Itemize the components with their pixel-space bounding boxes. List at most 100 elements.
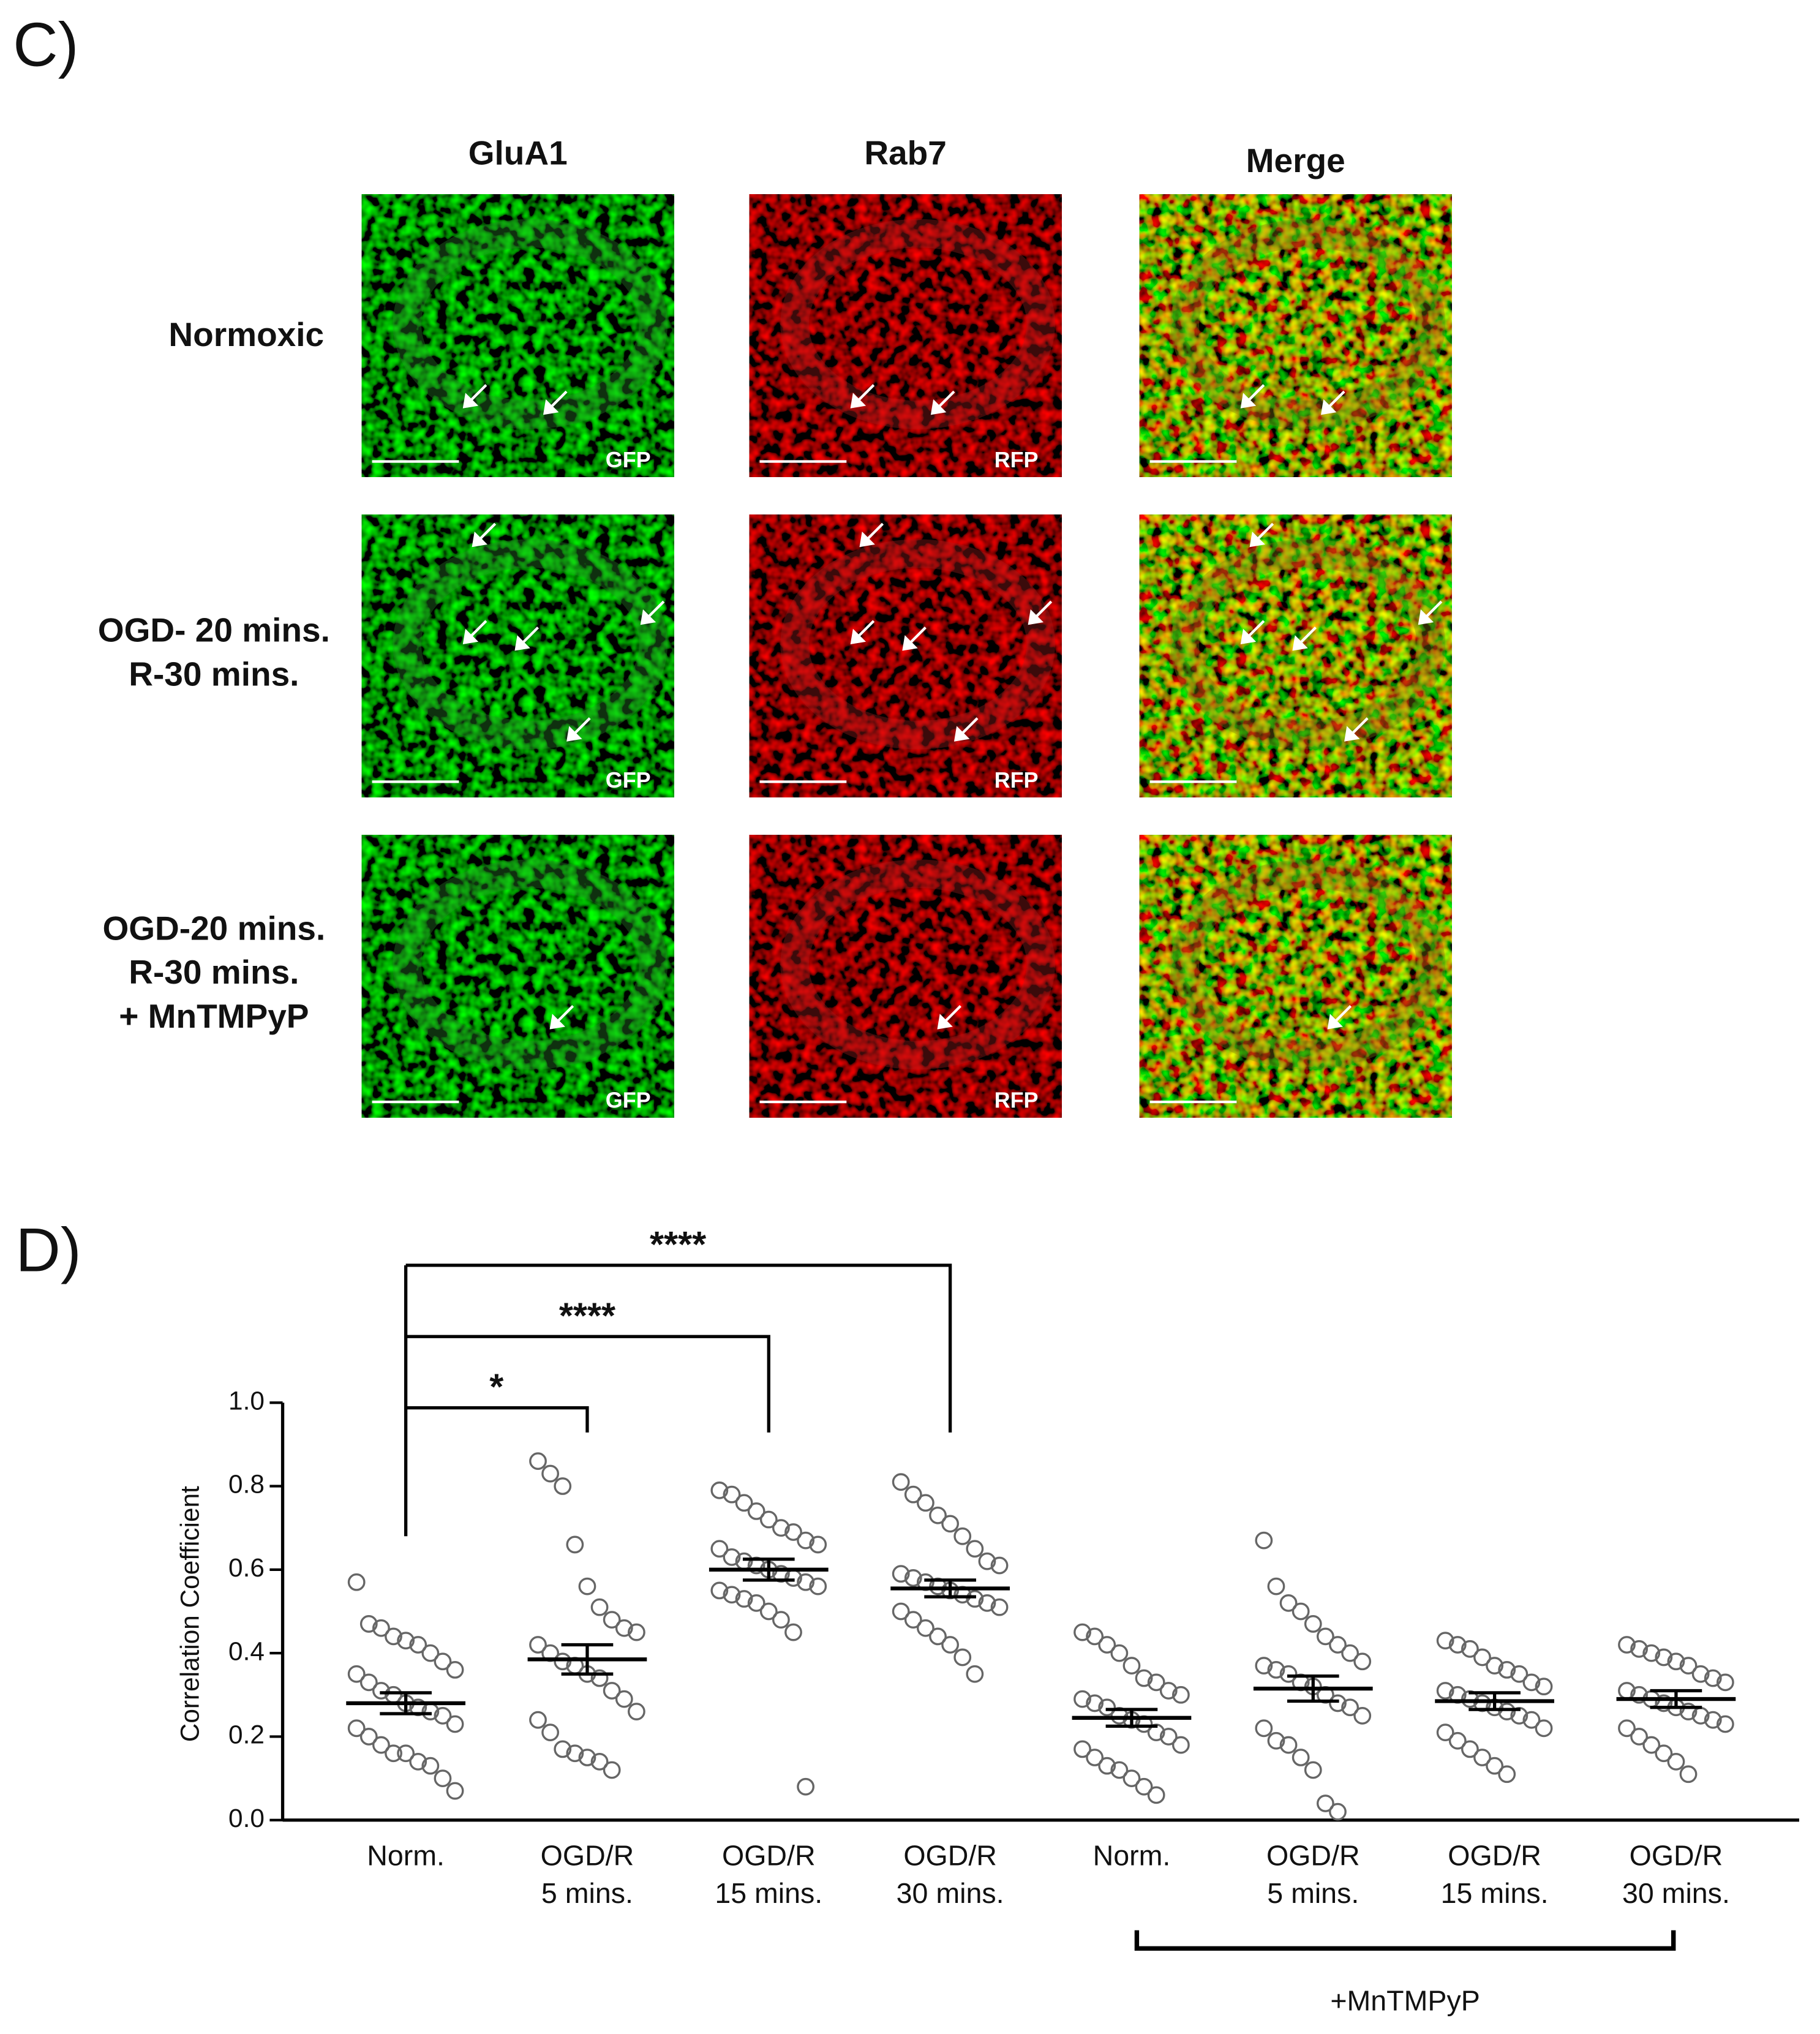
x-tick-label: OGD/R: [1266, 1839, 1360, 1871]
micrograph: GFP: [361, 835, 674, 1118]
data-point: [359, 1728, 378, 1746]
arrow-head: [472, 531, 487, 548]
data-point: [1461, 1640, 1479, 1658]
data-point: [372, 1619, 390, 1637]
data-point: [1086, 1627, 1104, 1646]
data-point: [1655, 1648, 1673, 1667]
arrow-head: [850, 628, 867, 644]
data-point: [446, 1782, 464, 1800]
data-point: [990, 1556, 1009, 1575]
y-tick-label: 0.6: [228, 1553, 265, 1582]
data-point: [797, 1531, 815, 1550]
y-tick-label: 0.4: [228, 1637, 265, 1665]
channel-label: RFP: [995, 1088, 1039, 1113]
data-point: [1704, 1711, 1722, 1729]
arrow-head: [566, 726, 582, 742]
data-point: [904, 1485, 922, 1504]
channel-label: GFP: [606, 1088, 651, 1113]
micrograph-noise: [1139, 514, 1452, 797]
data-point: [1341, 1698, 1359, 1717]
data-point: [953, 1527, 972, 1545]
data-point: [892, 1565, 910, 1583]
micrograph: [1139, 514, 1452, 797]
data-point: [1473, 1749, 1491, 1766]
data-point: [1679, 1765, 1698, 1784]
data-point: [978, 1594, 996, 1612]
group-bracket: [1134, 1930, 1676, 1951]
data-point: [1329, 1636, 1347, 1654]
x-tick-label: OGD/R: [541, 1839, 634, 1871]
data-point: [529, 1636, 547, 1654]
data-point: [1522, 1673, 1541, 1692]
channel-label: RFP: [995, 767, 1039, 793]
arrow-head: [549, 1014, 565, 1030]
data-point: [1667, 1652, 1685, 1671]
significance-bracket: [405, 1406, 589, 1433]
sem-bar: [1650, 1689, 1702, 1709]
data-point: [759, 1602, 778, 1621]
data-point: [797, 1777, 815, 1796]
arrow-head: [1292, 635, 1308, 651]
data-point: [784, 1623, 802, 1641]
data-point: [1255, 1531, 1273, 1550]
micrograph: RFP: [749, 835, 1062, 1118]
data-point: [1098, 1698, 1116, 1717]
x-tick-label: Norm.: [367, 1839, 445, 1871]
data-point: [917, 1494, 934, 1512]
data-point: [1448, 1731, 1467, 1750]
micrograph-noise: [1139, 194, 1452, 477]
y-axis-label: Correlation Coefficient: [176, 1486, 205, 1742]
data-point: [385, 1744, 402, 1763]
significance-label: ****: [650, 1224, 706, 1265]
micrograph: [1139, 194, 1452, 477]
data-point: [590, 1752, 609, 1771]
data-point: [1255, 1657, 1273, 1674]
data-point: [1086, 1749, 1104, 1766]
data-point: [1436, 1632, 1454, 1650]
y-tick-label: 0.2: [228, 1720, 265, 1749]
y-tick-label: 0.0: [228, 1804, 265, 1832]
data-point: [615, 1619, 633, 1637]
x-tick-label: 15 mins.: [1441, 1877, 1549, 1909]
data-point: [347, 1719, 366, 1738]
data-point: [1341, 1644, 1359, 1662]
data-point: [627, 1623, 645, 1641]
data-point: [1267, 1661, 1285, 1679]
data-point: [1642, 1736, 1661, 1754]
data-point: [421, 1757, 440, 1775]
sem-bar: [380, 1691, 432, 1716]
data-point: [1279, 1736, 1298, 1754]
data-point: [1461, 1740, 1479, 1758]
data-point: [566, 1535, 584, 1554]
data-point: [917, 1619, 934, 1637]
micrograph-noise: [361, 835, 674, 1118]
arrow-head: [859, 531, 875, 548]
data-point: [1642, 1644, 1661, 1662]
data-point: [578, 1749, 596, 1766]
data-point: [1618, 1719, 1636, 1738]
data-point: [1498, 1661, 1516, 1679]
sem-bar: [742, 1558, 795, 1582]
data-point: [434, 1652, 452, 1671]
data-point: [941, 1515, 960, 1533]
data-point: [1279, 1594, 1298, 1612]
data-point: [1679, 1703, 1698, 1720]
data-point: [1679, 1657, 1698, 1674]
micrograph: [1139, 835, 1452, 1118]
data-point: [409, 1636, 427, 1654]
significance-label: ****: [559, 1295, 615, 1336]
data-point: [747, 1502, 765, 1520]
arrow-head: [514, 635, 530, 651]
data-point: [1074, 1740, 1091, 1758]
data-point: [710, 1540, 729, 1558]
data-point: [904, 1569, 922, 1587]
micrograph-noise: [1139, 835, 1452, 1118]
x-tick-label: OGD/R: [1630, 1839, 1723, 1871]
sem-bar: [924, 1578, 976, 1599]
data-point: [1147, 1673, 1165, 1692]
data-point: [784, 1523, 802, 1541]
arrow-head: [462, 628, 479, 644]
data-point: [385, 1627, 402, 1646]
data-point: [1098, 1636, 1116, 1654]
significance-bracket: [405, 1335, 770, 1433]
